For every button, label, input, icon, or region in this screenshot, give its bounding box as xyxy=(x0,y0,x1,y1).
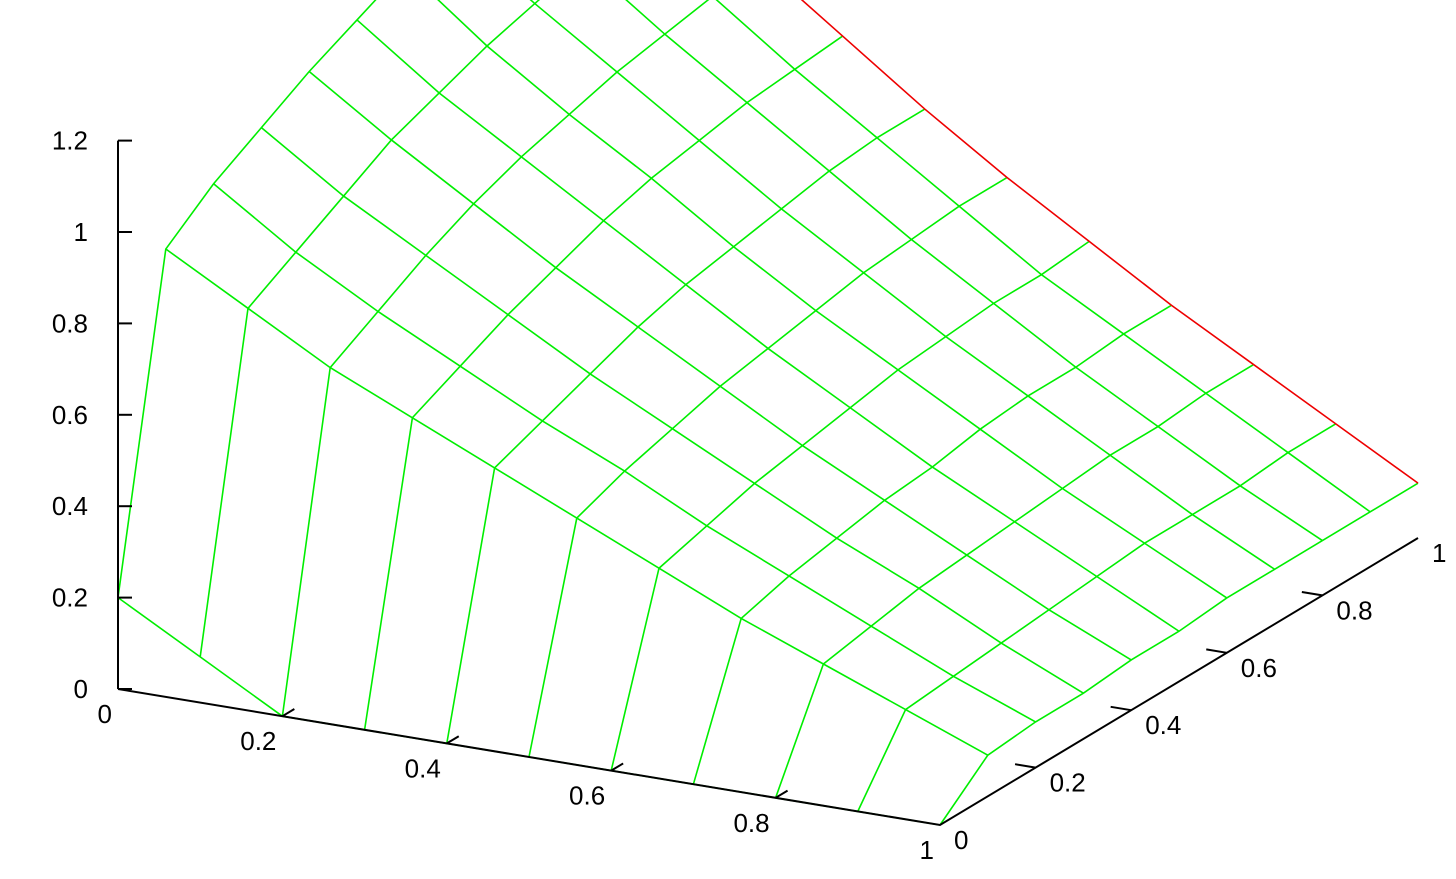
y-tick xyxy=(1110,705,1132,712)
mesh-line-x xyxy=(939,482,1419,826)
base-axis-lines xyxy=(117,537,1419,827)
mesh-line-y xyxy=(260,127,1084,694)
x-tick xyxy=(610,762,624,772)
z-tick-label: 0.8 xyxy=(52,308,88,338)
mesh-line-x xyxy=(199,0,541,658)
tick-labels: 00.20.40.60.811.200.20.40.60.81 00.20.40.… xyxy=(52,126,1447,865)
z-tick-label: 0.2 xyxy=(52,583,88,613)
mesh-line-x xyxy=(857,423,1337,812)
x-tick-label: 0.4 xyxy=(405,753,441,783)
mesh-line-x xyxy=(446,108,926,744)
x-tick-label: 0.6 xyxy=(569,781,605,811)
y-tick-label: 0 xyxy=(954,825,968,855)
mesh-line-x xyxy=(281,0,710,717)
surface-mesh xyxy=(117,0,1419,826)
x-tick-label: 1 xyxy=(920,835,934,865)
z-tick-label: 1 xyxy=(74,217,88,247)
mesh-line-x xyxy=(774,363,1255,799)
z-tick-label: 0.4 xyxy=(52,491,88,521)
y-tick-label: 0.6 xyxy=(1241,653,1277,683)
y-tick-label: 0.8 xyxy=(1336,595,1372,625)
y-tick xyxy=(1014,763,1036,769)
mesh-line-y xyxy=(800,0,1419,484)
x-tick xyxy=(281,708,295,718)
mesh-line-x xyxy=(610,240,1090,771)
mesh-line-y xyxy=(213,183,1036,723)
z-tick-label: 0.6 xyxy=(52,400,88,430)
mesh-line-y xyxy=(529,0,1276,570)
mesh-line-y xyxy=(308,70,1132,661)
x-tick-label: 0.2 xyxy=(240,726,276,756)
mesh-line-y xyxy=(117,596,941,826)
y-tick xyxy=(1206,648,1227,654)
mesh-line-x xyxy=(692,304,1172,785)
z-tick-label: 1.2 xyxy=(52,126,88,156)
mesh-line-y xyxy=(625,0,1323,542)
y-tick-label: 0.2 xyxy=(1050,768,1086,798)
y-tick-label: 0.4 xyxy=(1145,710,1181,740)
x-tick-label: 0 xyxy=(98,699,112,729)
mesh-line-y xyxy=(437,0,1228,599)
mesh-line-x xyxy=(528,176,1008,758)
mesh-line-y xyxy=(356,19,1180,632)
x-tick xyxy=(775,789,789,799)
axes xyxy=(117,139,1419,827)
z-tick-label: 0 xyxy=(74,674,88,704)
y-tick-label: 1 xyxy=(1432,538,1446,568)
mesh-line-y xyxy=(165,248,989,756)
x-tick xyxy=(446,735,460,745)
mesh-line-y xyxy=(715,0,1371,513)
x-tick-label: 0.8 xyxy=(733,808,769,838)
y-tick xyxy=(1301,591,1323,597)
